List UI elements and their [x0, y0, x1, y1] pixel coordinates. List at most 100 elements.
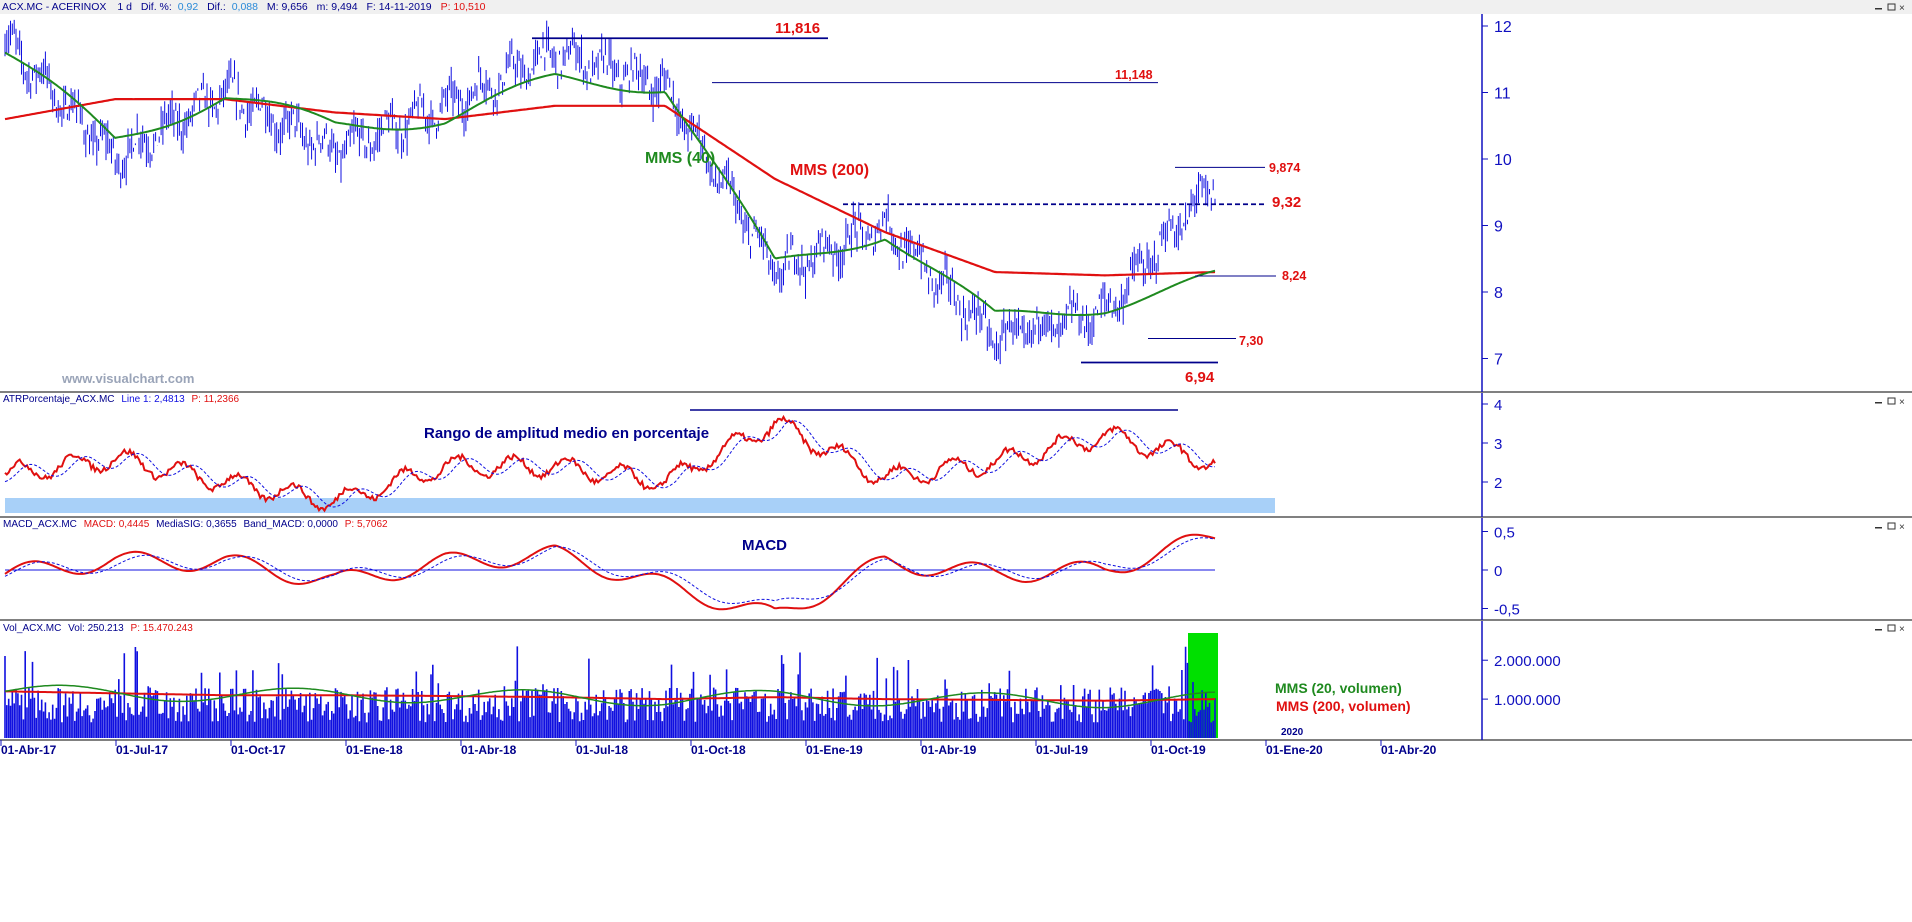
macd-value: MACD: 0,4445 [84, 519, 150, 530]
window-minimize-icon [1875, 629, 1882, 631]
ma200-line [4, 98, 1216, 277]
dif-label: Dif.: [207, 1, 226, 13]
x-tick-label: 01-Oct-17 [231, 743, 286, 757]
window-minimize-icon [1875, 402, 1882, 404]
level-label: 11,148 [1115, 68, 1153, 82]
macd-header: MACD_ACX.MC MACD: 0,4445 MediaSIG: 0,365… [3, 519, 388, 530]
volume-name: Vol_ACX.MC [3, 623, 61, 634]
atr-p: P: 11,2366 [191, 394, 239, 405]
atr-band [5, 498, 1275, 513]
x-tick-label: 01-Jul-18 [576, 743, 628, 757]
ma40-line [4, 51, 1216, 316]
volume-ma200-line [4, 690, 1215, 702]
y-tick-label: 0 [1494, 563, 1502, 580]
header-bar [0, 0, 1912, 14]
window-close-icon: × [1899, 522, 1905, 533]
min-value: m: 9,494 [317, 1, 358, 13]
atr-title: Rango de amplitud medio en porcentaje [424, 425, 709, 442]
timeframe: 1 d [117, 1, 132, 13]
ma200-label: MMS (200) [790, 162, 869, 179]
window-restore-icon [1887, 522, 1896, 530]
y-tick-label: 9 [1494, 219, 1503, 236]
window-restore-icon [1887, 397, 1896, 405]
macd-panel: MACD_ACX.MC MACD: 0,4445 MediaSIG: 0,365… [3, 519, 1520, 619]
x-tick-label: 01-Jul-17 [116, 743, 168, 757]
macd-name: MACD_ACX.MC [3, 519, 77, 530]
dif-pct-label: Dif. %: [141, 1, 172, 13]
level-label: 7,30 [1239, 334, 1263, 348]
y-tick-label: 4 [1494, 397, 1502, 414]
macd-band-value: Band_MACD: 0,0000 [243, 519, 338, 530]
y-tick-label: 12 [1494, 19, 1512, 36]
window-minimize-icon [1875, 8, 1882, 10]
x-tick-label: 01-Oct-19 [1151, 743, 1206, 757]
volume-header: Vol_ACX.MC Vol: 250.213 P: 15.470.243 [3, 623, 193, 634]
date-value: F: 14-11-2019 [366, 1, 431, 13]
window-icon-group[interactable]: × [1875, 397, 1905, 408]
ma40-label: MMS (40) [645, 150, 715, 167]
window-icon-group[interactable]: × [1875, 522, 1905, 533]
y-tick-label: 8 [1494, 285, 1503, 302]
atr-y-axis: 4 3 2 [1482, 397, 1502, 492]
y-tick-label: 0,5 [1494, 525, 1515, 542]
volume-ma200-label: MMS (200, volumen) [1276, 698, 1411, 714]
x-tick-label: 01-Abr-20 [1381, 743, 1437, 757]
y-tick-label: -0,5 [1494, 602, 1520, 619]
volume-ma20-line [4, 684, 1216, 709]
price-header: ACX.MC - ACERINOX 1 d Dif. %: 0,92 Dif.:… [2, 1, 486, 13]
price-panel: 11,816 11,148 9,874 9,32 8,24 7,30 6,94 www.vi… [4, 19, 1512, 386]
x-axis: 01-Abr-17 01-Jul-17 01-Oct-17 01-Ene-18 01-A… [0, 740, 1437, 757]
x-tick-label: 01-Abr-19 [921, 743, 977, 757]
macd-signal-value: MediaSIG: 0,3655 [156, 519, 237, 530]
x-tick-label: 01-Abr-18 [461, 743, 517, 757]
symbol: ACX.MC - ACERINOX [2, 1, 106, 13]
volume-panel: Vol_ACX.MC Vol: 250.213 P: 15.470.243 MM… [3, 623, 1561, 738]
atr-header: ATRPorcentaje_ACX.MC Line 1: 2,4813 P: 1… [3, 394, 240, 405]
y-tick-label: 2.000.000 [1494, 653, 1561, 670]
window-close-icon: × [1899, 397, 1905, 408]
volume-bar [4, 646, 1216, 738]
macd-y-axis: 0,5 0 -0,5 [1482, 525, 1520, 619]
dif-value: 0,088 [232, 1, 258, 13]
max-value: M: 9,656 [267, 1, 308, 13]
y-tick-label: 1.000.000 [1494, 692, 1561, 709]
panel-frames [0, 14, 1912, 741]
level-label: 9,32 [1272, 194, 1301, 211]
watermark: www.visualchart.com [61, 371, 194, 386]
levels: 11,816 11,148 9,874 9,32 8,24 7,30 6,94 [532, 20, 1306, 386]
x-tick-label: 01-Ene-20 [1266, 743, 1323, 757]
macd-line [4, 533, 1216, 611]
y-tick-label: 2 [1494, 475, 1502, 492]
y-tick-label: 11 [1494, 86, 1511, 103]
macd-p: P: 5,7062 [345, 519, 388, 530]
volume-y-axis: 2.000.000 1.000.000 [1482, 653, 1561, 709]
volume-value: Vol: 250.213 [68, 623, 124, 634]
atr-line [4, 414, 1216, 513]
x-tick-label: 01-Jul-19 [1036, 743, 1088, 757]
year-label: 2020 [1281, 727, 1304, 738]
atr-name: ATRPorcentaje_ACX.MC [3, 394, 115, 405]
level-label: 6,94 [1185, 369, 1215, 386]
price-value: P: 10,510 [441, 1, 486, 13]
volume-bars [4, 646, 1216, 738]
level-label: 11,816 [775, 20, 820, 37]
window-close-icon: × [1899, 624, 1905, 635]
y-tick-label: 10 [1494, 152, 1512, 169]
window-restore-icon [1887, 3, 1896, 11]
y-tick-label: 3 [1494, 436, 1502, 453]
price-y-axis: 12 11 10 9 8 7 [1482, 19, 1512, 369]
macd-signal-line [4, 537, 1216, 605]
x-tick-label: 01-Abr-17 [1, 743, 57, 757]
y-tick-label: 7 [1494, 352, 1503, 369]
x-tick-label: 01-Ene-18 [346, 743, 403, 757]
window-icon-group[interactable]: × [1875, 624, 1905, 635]
window-close-icon: × [1899, 3, 1905, 14]
window-restore-icon [1887, 624, 1896, 632]
atr-signal-line [4, 420, 1216, 508]
window-icon-group[interactable]: × [1875, 3, 1905, 14]
x-tick-label: 01-Oct-18 [691, 743, 746, 757]
dif-pct-value: 0,92 [178, 1, 199, 13]
level-label: 8,24 [1282, 269, 1306, 283]
window-controls[interactable]: × × × × [1875, 3, 1905, 635]
